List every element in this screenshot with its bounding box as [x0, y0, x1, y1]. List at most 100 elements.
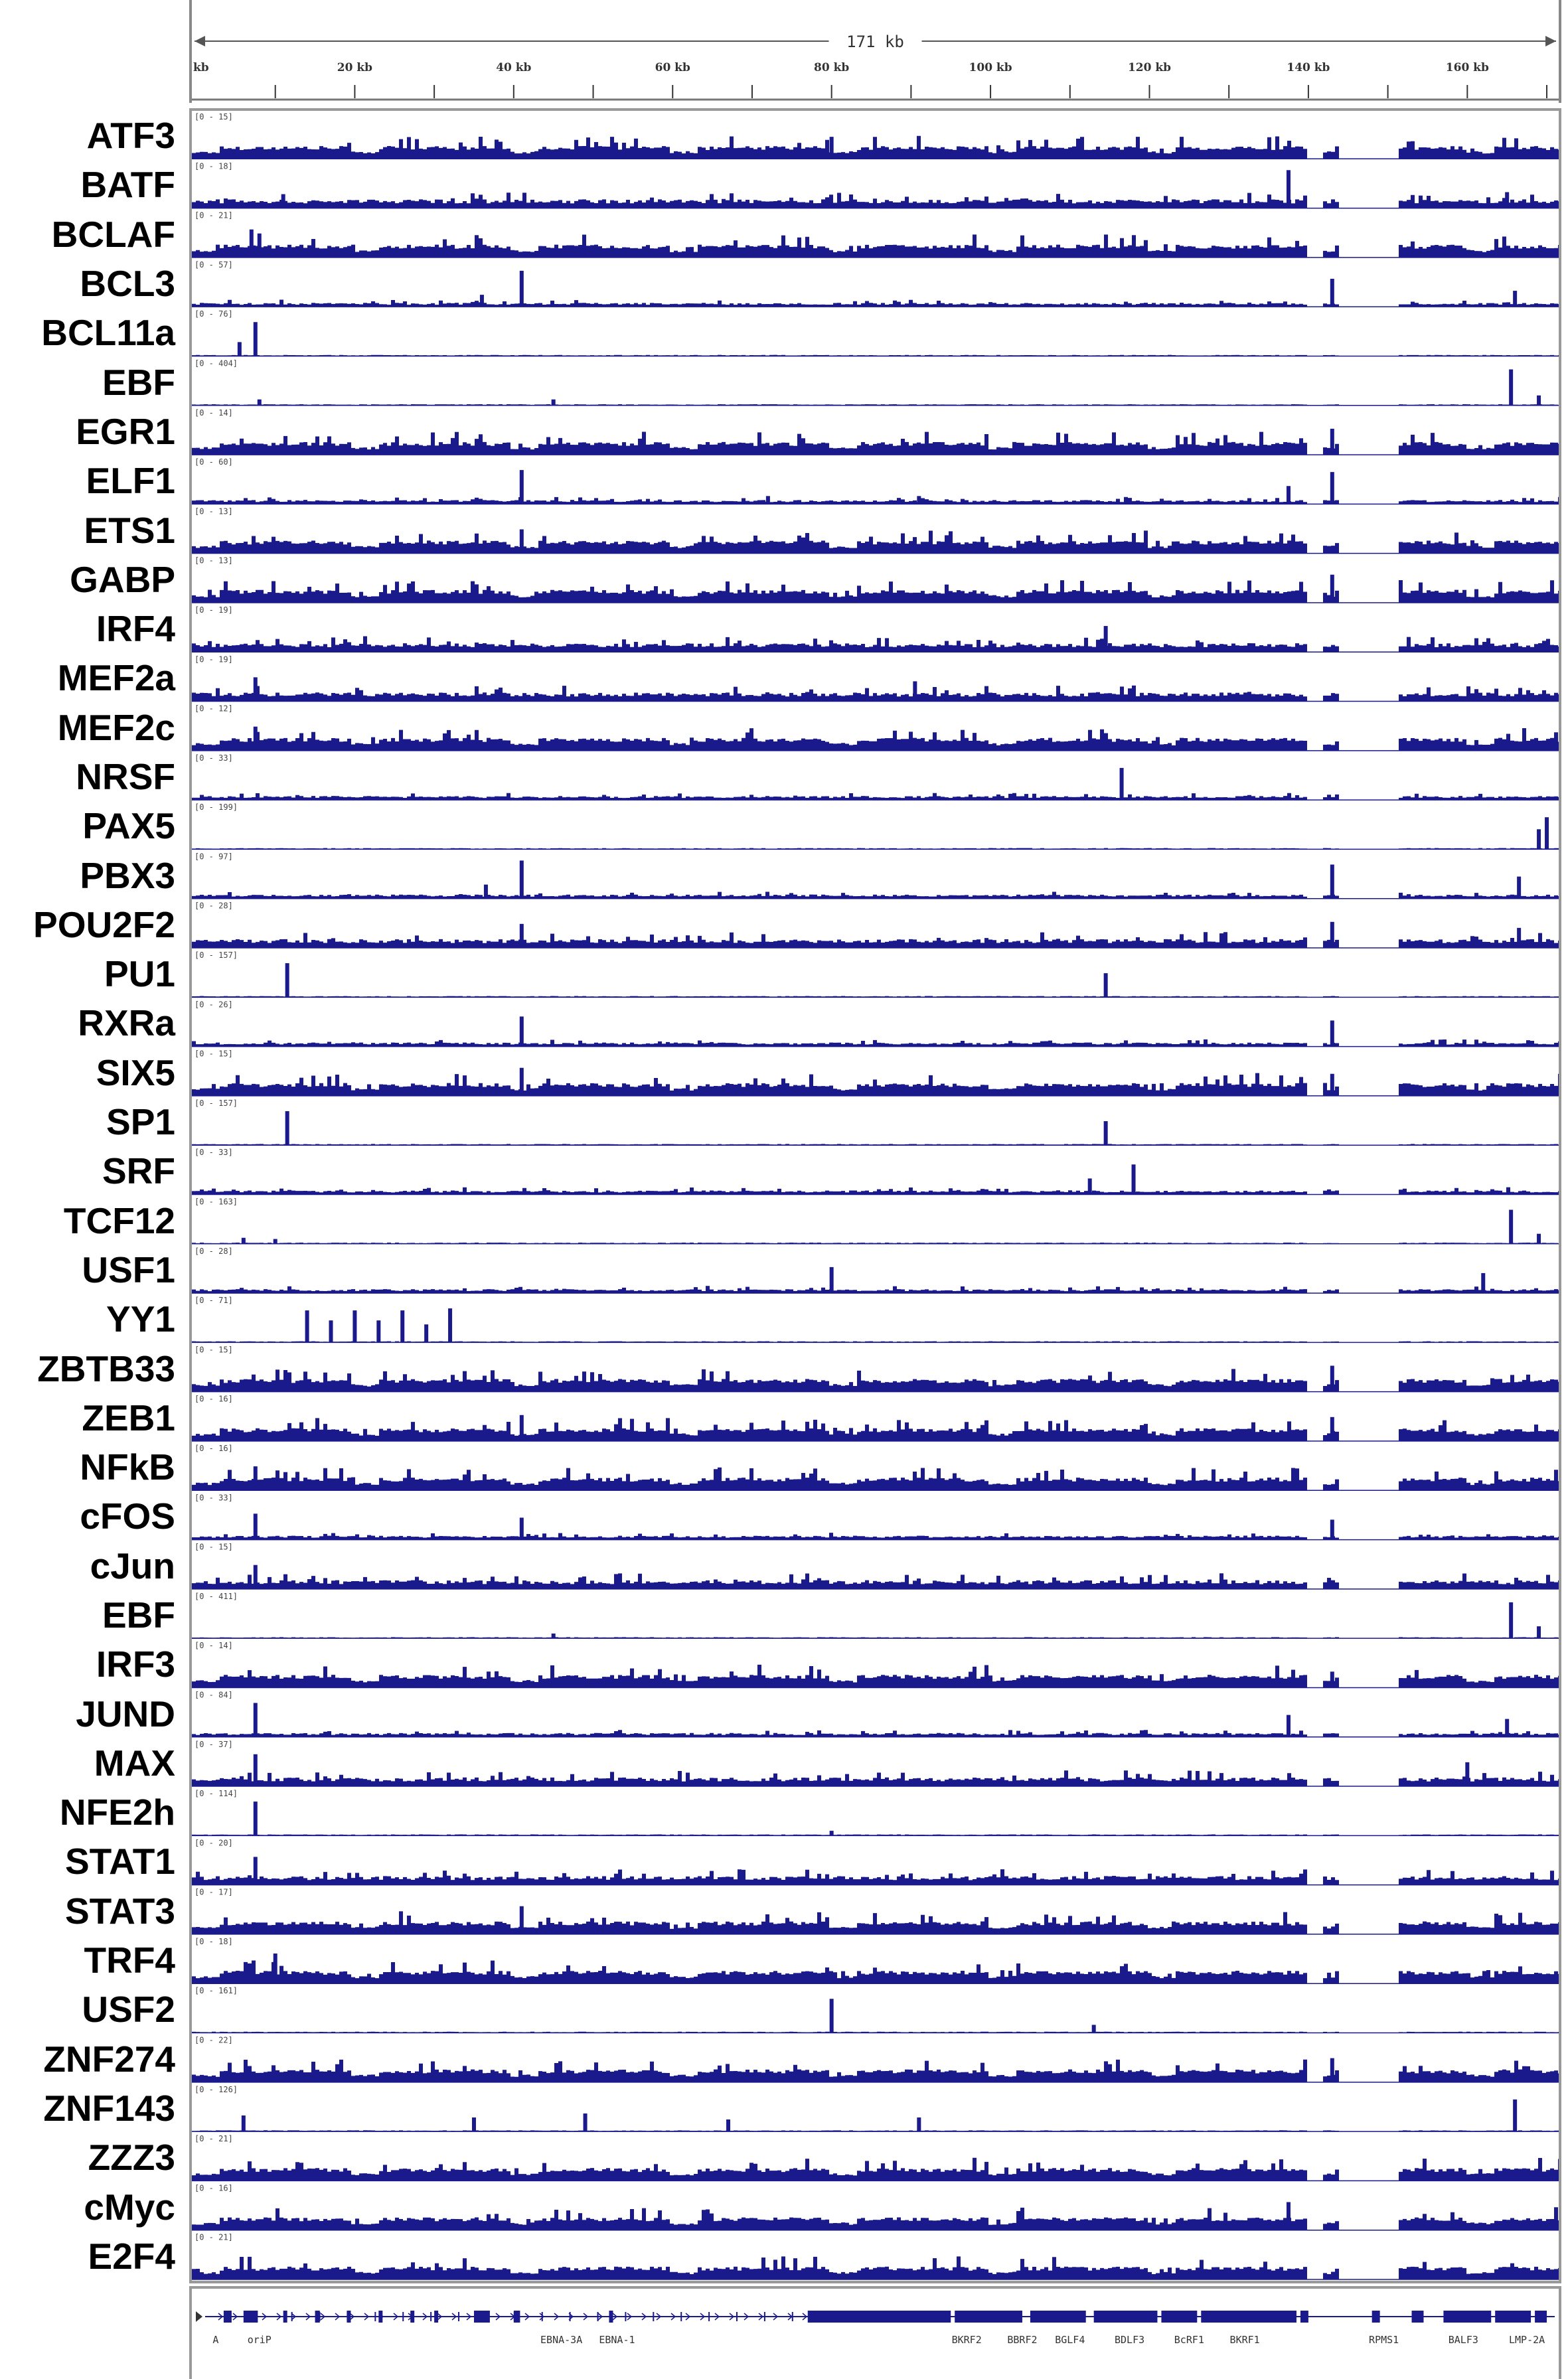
track-ets1[interactable]: [0 - 13] — [192, 506, 1559, 554]
track-signal — [192, 1960, 1559, 1984]
track-max[interactable]: [0 - 37] — [192, 1740, 1559, 1787]
track-atf3[interactable]: [0 - 15] — [192, 112, 1559, 160]
track-znf274[interactable]: [0 - 22] — [192, 2036, 1559, 2083]
track-label-sp1[interactable]: SP1 — [106, 1101, 175, 1143]
track-label-nfkb[interactable]: NFkB — [80, 1446, 175, 1488]
track-signal — [192, 234, 1559, 258]
track-label-znf274[interactable]: ZNF274 — [43, 2038, 175, 2080]
track-label-nfe2h[interactable]: NFE2h — [59, 1792, 175, 1833]
track-egr1[interactable]: [0 - 14] — [192, 408, 1559, 455]
track-mef2c[interactable]: [0 - 12] — [192, 704, 1559, 751]
track-label-pbx3[interactable]: PBX3 — [80, 854, 175, 896]
track-label-usf1[interactable]: USF1 — [82, 1249, 175, 1290]
track-label-nrsf[interactable]: NRSF — [76, 755, 175, 797]
track-label-yy1[interactable]: YY1 — [106, 1298, 175, 1340]
track-pu1[interactable]: [0 - 157] — [192, 951, 1559, 998]
track-bcl11a[interactable]: [0 - 76] — [192, 309, 1559, 357]
track-e2f4[interactable]: [0 - 21] — [192, 2233, 1559, 2280]
track-mef2a[interactable]: [0 - 19] — [192, 654, 1559, 702]
track-bcl3[interactable]: [0 - 57] — [192, 260, 1559, 307]
data-panel[interactable]: [0 - 15] [0 - 18] [0 - 21] [0 - 57] [0 - 76]… — [189, 108, 1561, 2283]
track-label-cfos[interactable]: cFOS — [80, 1496, 175, 1537]
track-label-stat1[interactable]: STAT1 — [64, 1841, 175, 1882]
track-label-zbtb33[interactable]: ZBTB33 — [37, 1347, 175, 1389]
track-ebf[interactable]: [0 - 411] — [192, 1592, 1559, 1639]
track-label-e2f4[interactable]: E2F4 — [88, 2235, 175, 2277]
track-cmyc[interactable]: [0 - 16] — [192, 2183, 1559, 2231]
track-label-mef2a[interactable]: MEF2a — [57, 657, 175, 699]
track-label-bcl11a[interactable]: BCL11a — [41, 312, 175, 354]
track-label-cmyc[interactable]: cMyc — [84, 2186, 175, 2228]
track-rxra[interactable]: [0 - 26] — [192, 1000, 1559, 1047]
track-zbtb33[interactable]: [0 - 15] — [192, 1345, 1559, 1393]
track-elf1[interactable]: [0 - 60] — [192, 457, 1559, 505]
track-nfe2h[interactable]: [0 - 114] — [192, 1789, 1559, 1837]
signal-peak — [281, 194, 285, 208]
track-label-pou2f2[interactable]: POU2F2 — [33, 903, 175, 945]
track-label-irf3[interactable]: IRF3 — [96, 1644, 175, 1685]
track-sp1[interactable]: [0 - 157] — [192, 1099, 1559, 1146]
track-label-bcl3[interactable]: BCL3 — [80, 263, 175, 305]
track-batf[interactable]: [0 - 18] — [192, 161, 1559, 209]
track-jund[interactable]: [0 - 84] — [192, 1690, 1559, 1738]
track-label-ebf[interactable]: EBF — [102, 361, 175, 403]
track-label-batf[interactable]: BATF — [80, 164, 175, 206]
track-znf143[interactable]: [0 - 126] — [192, 2085, 1559, 2132]
track-usf1[interactable]: [0 - 28] — [192, 1247, 1559, 1294]
track-cjun[interactable]: [0 - 15] — [192, 1543, 1559, 1590]
track-tcf12[interactable]: [0 - 163] — [192, 1197, 1559, 1245]
track-yy1[interactable]: [0 - 71] — [192, 1296, 1559, 1343]
track-label-ebf[interactable]: EBF — [102, 1594, 175, 1636]
track-ebf[interactable]: [0 - 404] — [192, 358, 1559, 406]
track-label-gabp[interactable]: GABP — [70, 558, 175, 600]
track-label-zzz3[interactable]: ZZZ3 — [88, 2137, 175, 2179]
track-usf2[interactable]: [0 - 161] — [192, 1986, 1559, 2034]
track-label-ets1[interactable]: ETS1 — [84, 509, 175, 551]
track-zeb1[interactable]: [0 - 16] — [192, 1395, 1559, 1442]
track-cfos[interactable]: [0 - 33] — [192, 1493, 1559, 1541]
track-label-zeb1[interactable]: ZEB1 — [82, 1397, 175, 1438]
track-trf4[interactable]: [0 - 18] — [192, 1937, 1559, 1984]
track-label-usf2[interactable]: USF2 — [82, 1989, 175, 2031]
track-stat3[interactable]: [0 - 17] — [192, 1888, 1559, 1935]
track-irf4[interactable]: [0 - 19] — [192, 605, 1559, 652]
signal-peak — [400, 1310, 405, 1343]
track-label-znf143[interactable]: ZNF143 — [43, 2087, 175, 2129]
track-label-pax5[interactable]: PAX5 — [82, 805, 175, 847]
track-label-irf4[interactable]: IRF4 — [96, 608, 175, 650]
track-pax5[interactable]: [0 - 199] — [192, 803, 1559, 850]
track-gabp[interactable]: [0 - 13] — [192, 556, 1559, 603]
track-zzz3[interactable]: [0 - 21] — [192, 2134, 1559, 2182]
track-label-rxra[interactable]: RXRa — [78, 1002, 175, 1044]
track-pbx3[interactable]: [0 - 97] — [192, 852, 1559, 899]
track-label-elf1[interactable]: ELF1 — [86, 460, 175, 502]
strand-chevron — [554, 2313, 560, 2321]
track-label-cjun[interactable]: cJun — [90, 1545, 175, 1586]
track-label-srf[interactable]: SRF — [102, 1150, 175, 1192]
gene-label: EBNA-1 — [599, 2334, 635, 2346]
track-label-six5[interactable]: SIX5 — [96, 1051, 175, 1093]
track-nrsf[interactable]: [0 - 33] — [192, 753, 1559, 801]
track-nfkb[interactable]: [0 - 16] — [192, 1444, 1559, 1492]
track-label-tcf12[interactable]: TCF12 — [63, 1199, 175, 1241]
track-irf3[interactable]: [0 - 14] — [192, 1641, 1559, 1689]
track-pou2f2[interactable]: [0 - 28] — [192, 901, 1559, 949]
track-label-trf4[interactable]: TRF4 — [84, 1940, 176, 1981]
signal-peak — [1330, 2058, 1334, 2082]
track-label-jund[interactable]: JUND — [76, 1693, 175, 1734]
track-label-atf3[interactable]: ATF3 — [86, 115, 175, 157]
track-stat1[interactable]: [0 - 20] — [192, 1838, 1559, 1886]
gene-exon — [1030, 2311, 1086, 2323]
track-label-stat3[interactable]: STAT3 — [64, 1890, 175, 1932]
genome-ruler[interactable]: 171 kb kb 20 kb 40 kb 60 kb 80 kb 100 kb 120 kb… — [189, 0, 1561, 103]
track-label-bclaf[interactable]: BCLAF — [51, 213, 175, 255]
track-label-egr1[interactable]: EGR1 — [76, 410, 175, 452]
track-bclaf[interactable]: [0 - 21] — [192, 211, 1559, 258]
track-label-mef2c[interactable]: MEF2c — [57, 706, 175, 748]
track-range-label: [0 - 13] — [195, 506, 233, 516]
track-label-pu1[interactable]: PU1 — [104, 953, 175, 995]
track-label-max[interactable]: MAX — [94, 1742, 175, 1784]
track-srf[interactable]: [0 - 33] — [192, 1148, 1559, 1195]
track-six5[interactable]: [0 - 15] — [192, 1049, 1559, 1097]
